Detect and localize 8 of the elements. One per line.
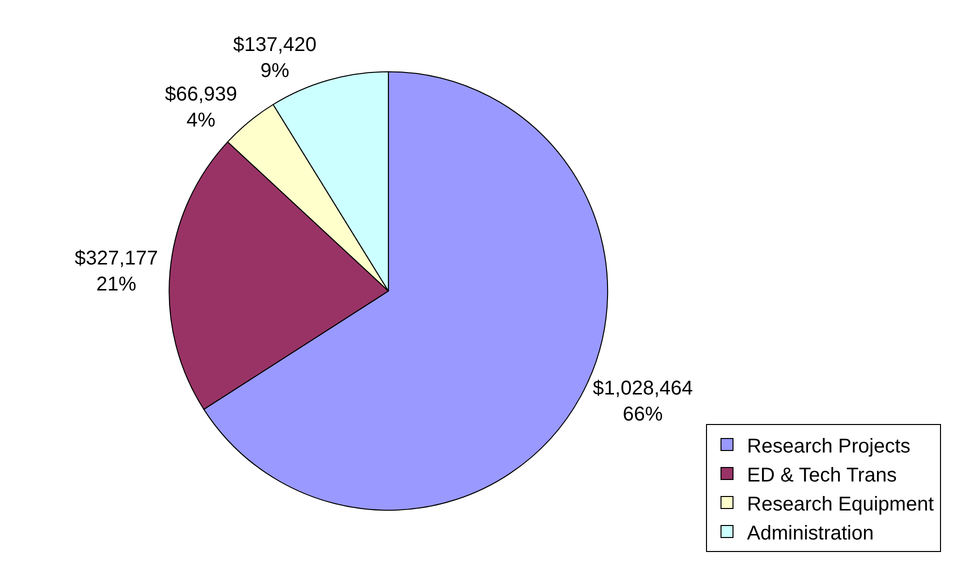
legend-label: Research Equipment: [747, 493, 934, 516]
data-label: $66,939 4%: [164, 83, 238, 132]
legend-label: Research Projects: [747, 435, 910, 458]
legend-label: ED & Tech Trans: [747, 464, 897, 486]
legend-label: Administration: [747, 522, 874, 544]
data-label: $137,420 9%: [233, 34, 316, 82]
data-label: $327,177 21%: [74, 247, 158, 296]
data-label: $1,028,464 66%: [592, 378, 693, 426]
